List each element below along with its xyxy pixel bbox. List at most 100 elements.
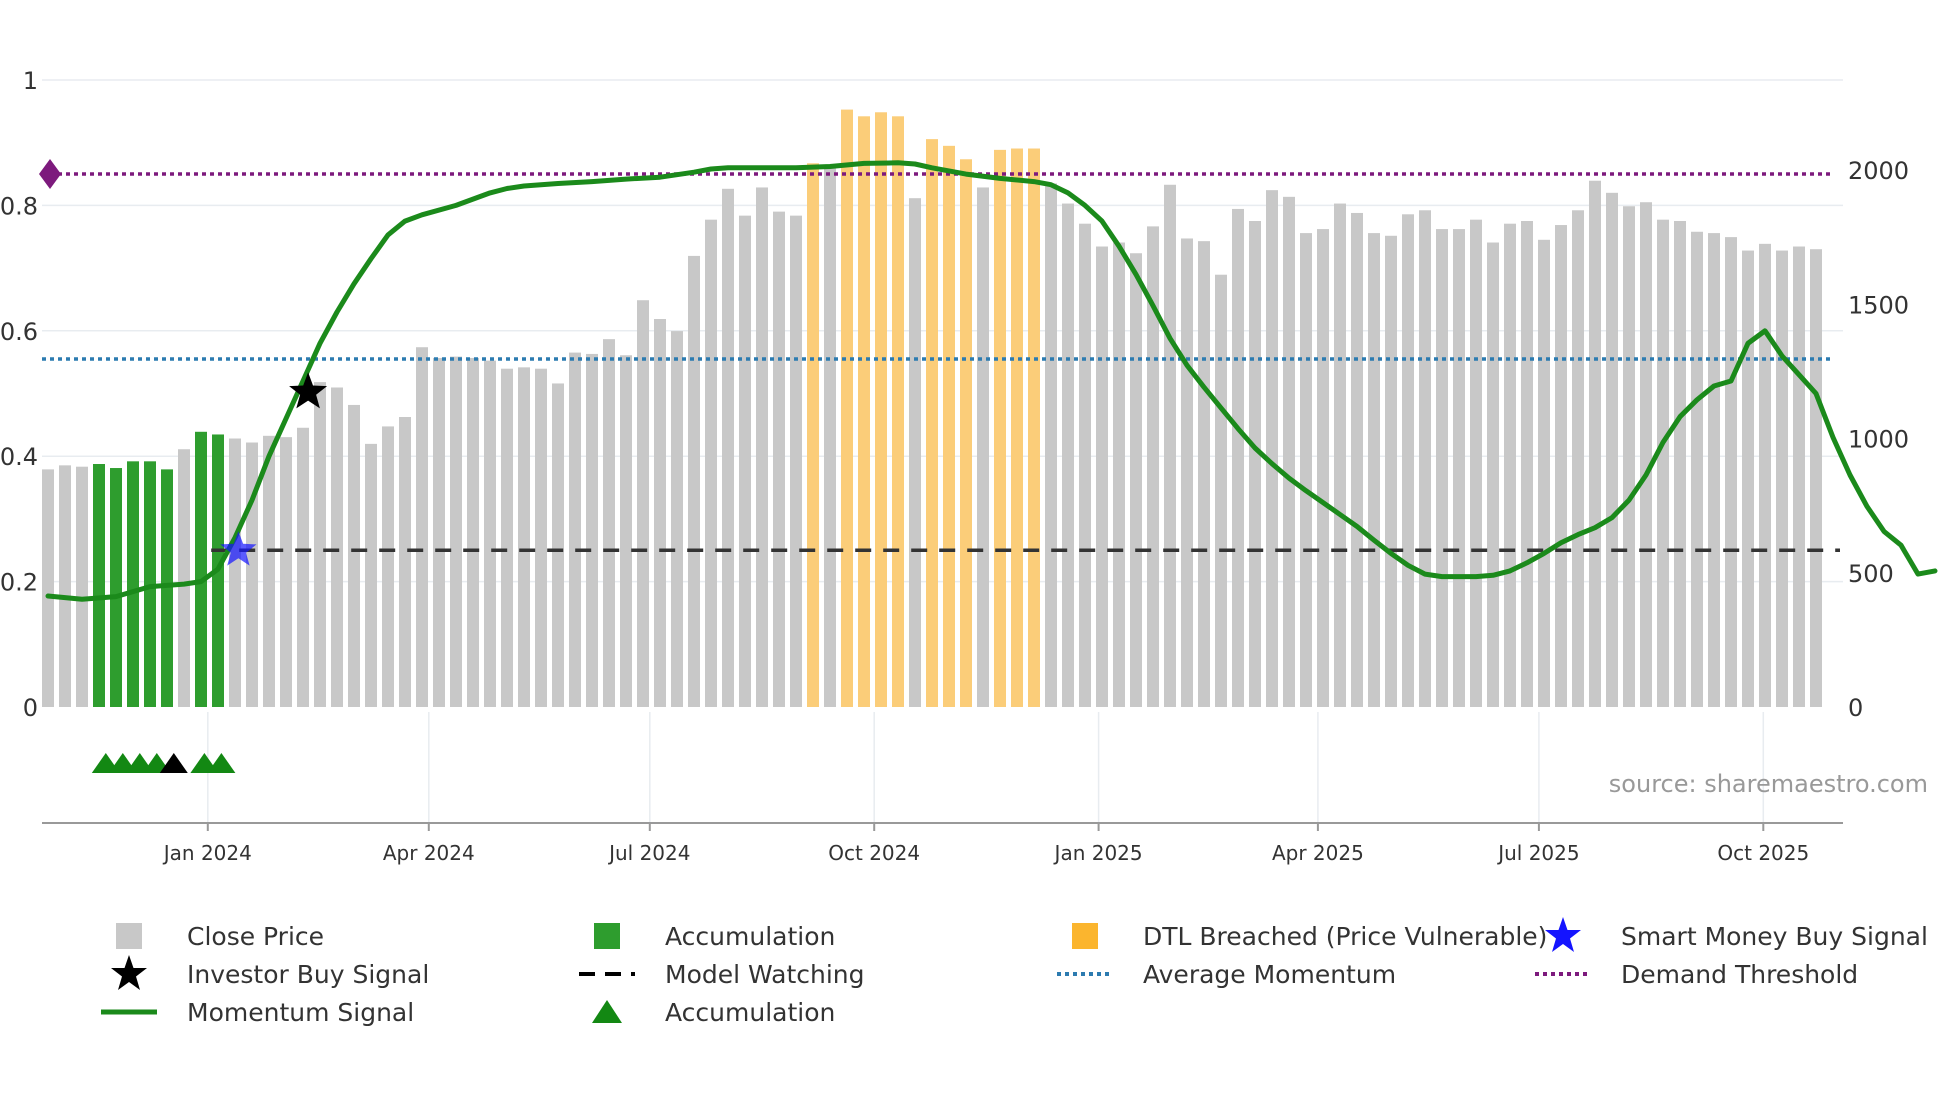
right-axis-tick-label: 1500 — [1848, 291, 1909, 319]
close-price-bar — [314, 382, 326, 707]
legend-item-close-price: Close Price — [95, 918, 324, 954]
close-price-bar — [1385, 235, 1397, 707]
x-axis-tick-label: Oct 2024 — [828, 841, 920, 865]
close-price-bar — [1402, 214, 1414, 708]
close-price-bar — [1793, 246, 1805, 707]
close-price-bar — [1113, 242, 1125, 707]
right-axis: 0 500 1000 1500 2000 — [1848, 157, 1909, 722]
close-price-bar — [1300, 233, 1312, 707]
close-price-bar — [450, 356, 462, 707]
close-price-bar — [1181, 238, 1193, 707]
close-price-bar — [1215, 274, 1227, 707]
momentum-signal-series — [45, 160, 1938, 602]
legend-label: Average Momentum — [1143, 959, 1397, 989]
close-price-bar — [1130, 253, 1142, 708]
momentum-signal-line — [45, 160, 1938, 602]
close-price-bar — [280, 437, 292, 707]
legend-label: Close Price — [187, 921, 325, 951]
close-price-bar — [1657, 219, 1669, 708]
close-price-bar — [1606, 192, 1618, 707]
close-price-bar — [1436, 229, 1448, 707]
x-axis-tick-label: Jul 2024 — [607, 841, 690, 865]
x-axis-tick-label: Jan 2025 — [1053, 841, 1143, 865]
dtl-breached-bar — [892, 116, 904, 708]
close-price-bar — [909, 198, 921, 707]
close-price-bar — [1198, 241, 1210, 707]
legend-item-smart-money: Smart Money Buy Signal — [1529, 917, 1928, 954]
left-axis-tick-label: 0.6 — [0, 318, 38, 346]
x-axis-tick-label: Jul 2025 — [1496, 841, 1579, 865]
x-axis: Jan 2024 Apr 2024 Jul 2024 Oct 2024 Jan 2025… — [42, 822, 1843, 865]
right-axis-tick-label: 500 — [1848, 560, 1894, 588]
dtl-breached-bar — [875, 112, 887, 707]
legend-label: Demand Threshold — [1621, 959, 1859, 989]
close-price-bar — [331, 387, 343, 707]
left-axis-tick-label: 0.4 — [0, 443, 38, 471]
close-price-bar — [773, 211, 785, 707]
x-axis-tick-label: Apr 2024 — [383, 841, 475, 865]
close-price-bar — [569, 352, 581, 707]
legend-label: Accumulation — [665, 921, 836, 951]
close-price-bar — [654, 319, 666, 707]
x-axis-tick-label: Jan 2024 — [162, 841, 252, 865]
close-price-bar — [1079, 223, 1091, 707]
dtl-breached-bar — [1028, 148, 1040, 707]
close-price-bar — [1470, 219, 1482, 708]
legend-item-accumulation-triangle: Accumulation — [573, 994, 835, 1030]
legend: Close Price Accumulation DTL Breached (P… — [95, 917, 1955, 1048]
accumulation-bar — [110, 468, 122, 707]
legend-label: Accumulation — [665, 997, 836, 1027]
legend-item-demand-threshold: Demand Threshold — [1529, 956, 1858, 992]
accumulation-bar — [195, 431, 207, 707]
close-price-bar — [603, 339, 615, 707]
dtl-breached-bar — [858, 116, 870, 708]
legend-label: Momentum Signal — [187, 997, 415, 1027]
accumulation-triangle-marker — [159, 753, 188, 773]
left-axis-tick-label: 1 — [23, 67, 38, 95]
legend-label: Investor Buy Signal — [187, 959, 430, 989]
close-price-bar — [1759, 243, 1771, 707]
close-price-bar — [501, 368, 513, 707]
close-price-bar — [1555, 225, 1567, 708]
legend-item-accumulation-bar: Accumulation — [573, 918, 835, 954]
dtl-breached-bar — [1011, 148, 1023, 707]
close-price-bars — [42, 109, 1822, 708]
close-price-bar — [246, 442, 258, 707]
close-price-bar — [76, 466, 88, 707]
close-price-bar — [688, 255, 700, 708]
star-icon — [1529, 917, 1597, 954]
close-price-bar — [977, 187, 989, 707]
close-price-bar — [1623, 206, 1635, 707]
close-price-bar — [484, 360, 496, 707]
source-label: source: sharemaestro.com — [1609, 770, 1928, 798]
close-price-bar — [1640, 202, 1652, 707]
close-price-bar — [824, 167, 836, 707]
close-price-bar — [1419, 210, 1431, 707]
close-price-bar — [365, 443, 377, 707]
dtl-breached-bar — [960, 159, 972, 707]
legend-label: Model Watching — [665, 959, 865, 989]
close-price-bar — [382, 426, 394, 707]
legend-label: Smart Money Buy Signal — [1621, 921, 1928, 951]
close-price-bar — [1045, 183, 1057, 708]
close-price-bar — [1572, 210, 1584, 707]
close-price-bar — [671, 331, 683, 707]
close-price-bar — [705, 219, 717, 708]
right-axis-tick-label: 0 — [1848, 694, 1863, 722]
accumulation-triangle-marker — [207, 753, 236, 773]
dashed-line-icon — [573, 956, 641, 992]
dtl-breached-bar — [926, 139, 938, 707]
close-price-bar — [535, 368, 547, 707]
close-price-bar — [722, 188, 734, 708]
close-price-bar — [1776, 250, 1788, 708]
close-price-bar — [1334, 203, 1346, 707]
dotted-line-icon — [1529, 956, 1597, 992]
close-price-bar — [1317, 229, 1329, 707]
legend-item-momentum-signal: Momentum Signal — [95, 994, 414, 1030]
close-price-bar — [178, 449, 190, 707]
investor-buy-signal-marker — [289, 372, 328, 409]
legend-item-average-momentum: Average Momentum — [1051, 956, 1396, 992]
close-price-bar — [1521, 221, 1533, 707]
close-price-bar — [1453, 229, 1465, 707]
